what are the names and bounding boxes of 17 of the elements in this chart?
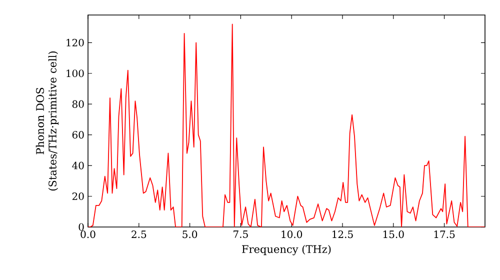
y-tick-label: 20 (72, 192, 84, 200)
y-tick-label: 0 (78, 223, 84, 231)
x-tick-label: 10.0 (282, 230, 302, 238)
x-tick-label: 2.5 (132, 230, 146, 238)
y-tick-label: 80 (72, 100, 84, 108)
y-tick-label: 120 (66, 38, 84, 46)
x-tick-label: 12.5 (332, 230, 353, 238)
x-tick-label: 5.0 (182, 230, 198, 238)
y-axis-title: Phonon DOS (States/THz·primitive cell) (36, 51, 59, 191)
x-tick-label: 0.0 (80, 230, 96, 238)
x-tick-label: 7.5 (234, 230, 248, 238)
y-tick-label: 60 (72, 131, 84, 139)
x-axis-title: Frequency (THz) (242, 244, 331, 256)
y-tick-label: 40 (72, 162, 84, 170)
y-tick-label: 100 (66, 70, 84, 78)
x-tick-label: 17.5 (434, 230, 455, 238)
x-tick-label: 15.0 (383, 230, 404, 238)
